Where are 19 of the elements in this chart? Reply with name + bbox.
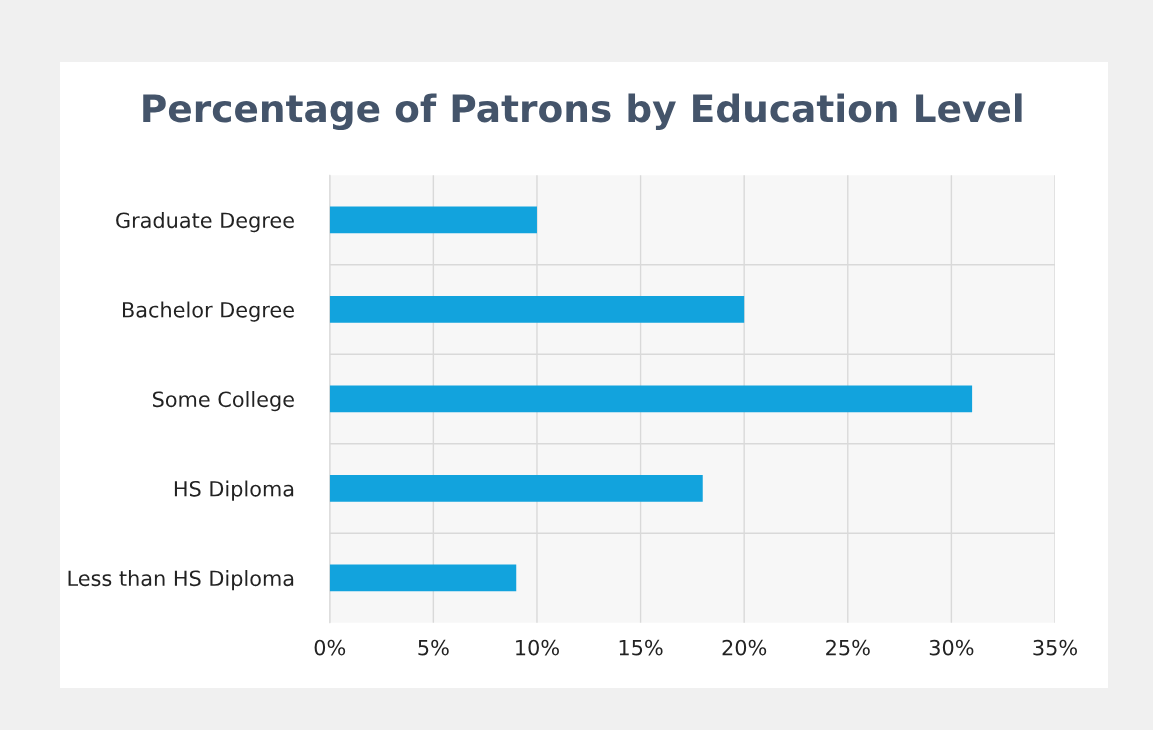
bar	[329, 206, 537, 234]
x-tick-label: 30%	[929, 639, 974, 656]
bar	[329, 385, 973, 413]
x-tick-label: 25%	[826, 639, 870, 656]
x-tick-label: 10%	[516, 639, 559, 656]
bar	[329, 475, 703, 502]
y-tick-label: Bachelor Degree	[123, 301, 294, 322]
x-tick-label: 20%	[722, 639, 767, 656]
y-tick-label: Graduate Degree	[116, 212, 294, 233]
bar	[329, 296, 745, 323]
x-tick-label: 35%	[1033, 639, 1077, 656]
x-tick-label: 15%	[619, 639, 663, 656]
y-tick-label: HS Diploma	[174, 480, 294, 501]
bar	[329, 564, 517, 592]
chart-title: Percentage of Patrons by Education Level	[143, 93, 1022, 130]
x-tick-label: 0%	[314, 639, 346, 656]
y-tick-label: Some College	[152, 391, 294, 412]
x-tick-label: 5%	[418, 639, 449, 656]
y-tick-label: Less than HS Diploma	[68, 570, 294, 591]
